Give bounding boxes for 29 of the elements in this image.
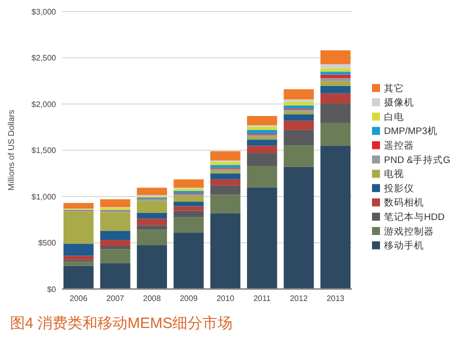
- legend-label: 数码相机: [384, 196, 424, 209]
- y-axis-title: Millions of US Dollars: [6, 110, 16, 191]
- y-tick-label: $3,000: [32, 7, 57, 16]
- x-tick-label: 2008: [143, 294, 162, 303]
- legend-label: 电视: [384, 168, 404, 180]
- legend-label: 投影仪: [383, 182, 414, 194]
- y-tick-label: $2,500: [32, 54, 57, 63]
- y-tick-label: $2,000: [32, 100, 57, 109]
- x-tick-label: 2010: [216, 294, 235, 303]
- legend-label: 白电: [384, 110, 404, 123]
- y-tick-label: $0: [47, 284, 57, 294]
- legend-label: 笔记本与HDD: [384, 211, 445, 224]
- legend-label: DMP/MP3机: [384, 125, 438, 138]
- x-tick-label: 2009: [180, 294, 198, 303]
- legend-label: 摄像机: [384, 96, 414, 109]
- legend-label: 移动手机: [384, 240, 424, 252]
- x-tick-label: 2011: [253, 294, 272, 303]
- y-tick-label: $1,500: [32, 146, 57, 156]
- legend-label: 其它: [384, 82, 404, 94]
- x-tick-label: 2012: [290, 294, 308, 303]
- legend-label: 游戏控制器: [384, 225, 434, 238]
- x-tick-label: 2013: [326, 294, 345, 303]
- x-tick-label: 2006: [70, 294, 88, 303]
- y-tick-label: $500: [38, 238, 57, 248]
- x-tick-label: 2007: [106, 294, 125, 303]
- text: 图4 消费类和移动MEMS细分市场: [10, 315, 233, 332]
- legend-label: PND &手持式G: [384, 154, 450, 166]
- legend-label: 遥控器: [384, 140, 414, 152]
- y-tick-label: $1,000: [32, 192, 57, 202]
